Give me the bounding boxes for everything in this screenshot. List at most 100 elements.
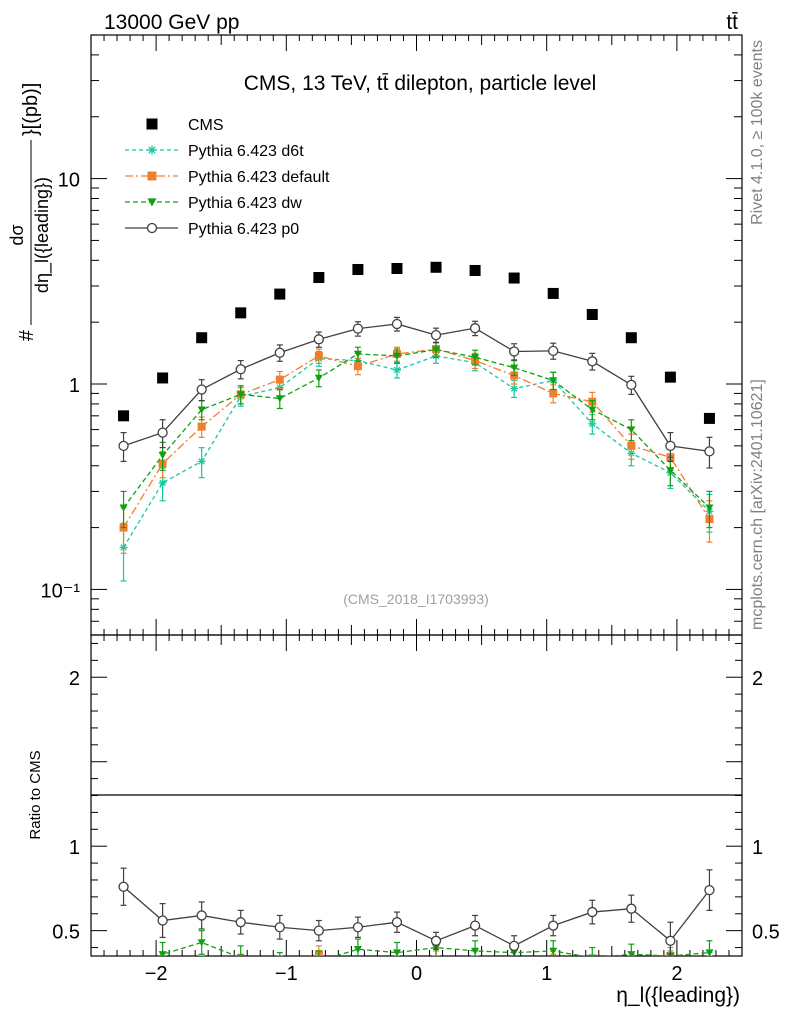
rivet-version-label: Rivet 4.1.0, ≥ 100k events [749,40,766,225]
data-point [313,925,325,936]
legend-label: CMS [188,117,224,134]
data-point [430,329,442,341]
data-point [237,964,245,972]
data-point [157,427,168,438]
data-point [588,954,597,956]
data-point [392,949,401,956]
data-point [314,351,323,360]
data-point [469,323,481,334]
ylabel-denominator: dη_l({leading}) [32,177,53,293]
data-point [509,940,520,952]
legend-item: Pythia 6.423 p0 [125,221,299,238]
data-point [120,973,128,980]
data-point [197,422,206,431]
data-point [587,356,598,367]
data-point [627,960,635,968]
data-point [469,920,481,931]
data-point [147,145,157,155]
series-pythia-6-423-p0 [118,867,715,956]
data-point [626,903,637,914]
data-point [703,412,715,424]
data-point [274,288,286,300]
data-point [430,935,442,946]
ratio-series-layer [118,867,715,980]
data-point [354,964,362,972]
data-point [119,504,128,512]
ylabel-suffix: }[(pb)] [20,83,42,136]
ratio-y-tick-label: 2 [69,668,80,690]
ylabel-prefix: # [16,329,38,341]
data-point [627,951,636,956]
data-point [705,504,714,512]
x-axis-label: η_l({leading}) [616,984,740,1007]
data-point [588,419,597,428]
legend-label: Pythia 6.423 d6t [188,143,304,160]
y-tick-label: 10 [58,170,80,192]
y-tick-label: 1 [69,375,80,397]
legend-item: CMS [146,117,224,134]
data-point [588,406,597,414]
data-point [508,272,520,284]
series-pythia-6-423-dw [119,342,714,529]
data-point [235,364,246,375]
data-point [510,962,518,970]
data-point [237,959,245,967]
chart-title: CMS, 13 TeV, tt̄ dilepton, particle leve… [244,72,597,95]
x-tick-label: 2 [671,963,682,985]
data-point [586,308,598,320]
data-point [469,264,481,276]
data-point [391,262,403,274]
main-series-layer [118,261,715,582]
data-point [705,957,713,965]
data-point [146,118,158,130]
data-point [704,446,715,457]
ylabel-numerator: dσ [7,224,27,245]
data-point [118,410,130,422]
x-tick-label: 0 [411,963,422,985]
data-point [197,457,206,466]
data-point [588,960,596,968]
legend-label: Pythia 6.423 default [188,169,330,186]
data-point [157,915,168,926]
ratio-y-tick-label: 0.5 [52,922,80,944]
data-point [666,467,675,475]
data-point [236,391,245,399]
data-point [587,906,598,918]
tick-labels: −2 −1 0 1 2 10⁻¹ 1 10 0.5 0.5 1 1 2 2 [41,170,780,985]
series-line [122,355,710,548]
data-point [197,406,206,414]
data-point [274,347,285,358]
data-point [158,951,167,956]
data-point [275,375,284,384]
x-tick-label: 1 [541,963,552,985]
data-point [275,395,284,403]
data-point [313,271,325,283]
data-point [147,198,157,207]
data-point [393,960,401,968]
y-tick-label: 10⁻¹ [41,580,81,602]
ratio-y-tick-label: 1 [752,837,763,859]
data-point [352,922,364,933]
data-point [157,372,169,384]
data-point [510,964,518,972]
data-point [549,389,558,398]
data-point [353,362,362,371]
data-point [393,966,401,974]
data-point [471,960,479,968]
series-pythia-6-423-d6t [119,348,714,582]
series-line [158,941,710,956]
data-point [510,384,519,393]
data-point [549,377,558,385]
data-point [235,917,246,928]
data-point [432,346,441,354]
data-point [158,452,167,460]
data-point [625,332,637,344]
data-point [392,352,401,360]
data-point [235,307,247,319]
data-point [196,910,207,921]
legend: CMS Pythia 6.423 d6t Pythia 6.423 default P… [125,117,330,238]
series-pythia-6-423-p0 [118,316,715,469]
data-point [509,346,520,357]
data-point [627,426,636,434]
